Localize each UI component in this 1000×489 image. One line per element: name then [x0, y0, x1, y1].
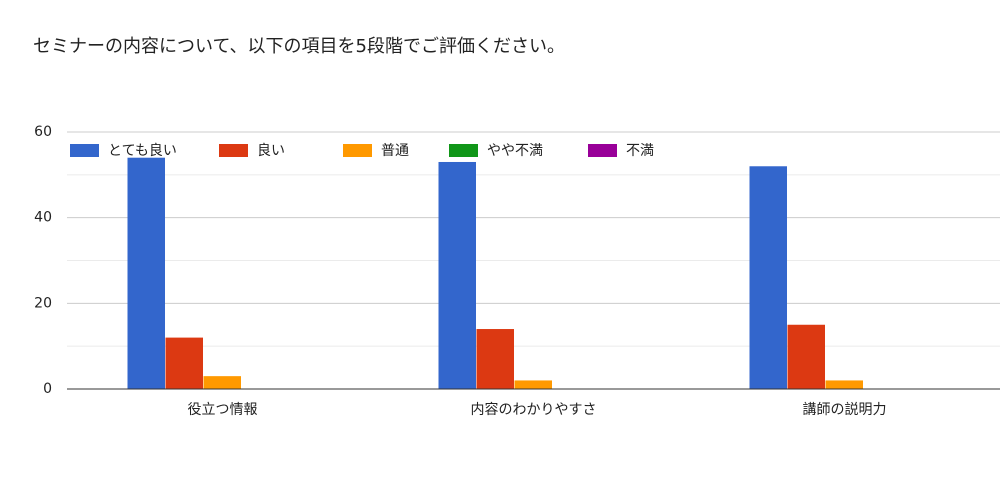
- legend-label: とても良い: [108, 143, 177, 159]
- bar: [749, 166, 787, 389]
- bar: [514, 380, 552, 389]
- legend-swatch: [588, 144, 617, 157]
- bar: [438, 161, 476, 389]
- bar: [165, 337, 203, 389]
- chart-title: セミナーの内容について、以下の項目を5段階でご評価ください。: [33, 36, 565, 57]
- legend-label: 普通: [381, 143, 409, 159]
- legend-swatch: [219, 144, 248, 157]
- legend-swatch: [449, 144, 478, 157]
- x-tick-label: 講師の説明力: [803, 402, 887, 418]
- y-tick-label: 20: [34, 295, 52, 311]
- legend-label: 良い: [257, 143, 285, 159]
- y-tick-label: 60: [34, 124, 52, 140]
- x-tick-label: 役立つ情報: [188, 402, 258, 418]
- y-tick-label: 0: [43, 381, 52, 397]
- legend-swatch: [70, 144, 99, 157]
- bar: [787, 324, 825, 389]
- bar: [203, 376, 241, 389]
- x-tick-label: 内容のわかりやすさ: [471, 401, 597, 418]
- y-tick-label: 40: [34, 210, 52, 226]
- legend-label: 不満: [626, 143, 654, 159]
- bar: [825, 380, 863, 389]
- legend-label: やや不満: [487, 143, 543, 159]
- legend-swatch: [343, 144, 372, 157]
- bar: [127, 157, 165, 389]
- bar: [476, 329, 514, 389]
